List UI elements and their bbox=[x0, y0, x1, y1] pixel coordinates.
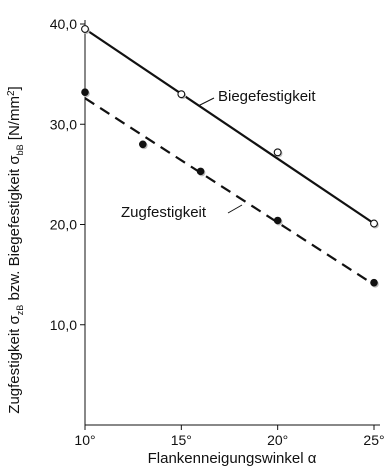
y-axis-title-part4: ] bbox=[6, 86, 23, 90]
trend-lines bbox=[84, 28, 375, 286]
trend-line-biegefestigkeit bbox=[84, 28, 375, 225]
data-point-zugfestigkeit bbox=[196, 167, 205, 176]
y-tick-label: 30,0 bbox=[50, 116, 77, 132]
y-tick-label: 20,0 bbox=[50, 217, 77, 233]
data-point-zugfestigkeit bbox=[370, 278, 378, 287]
ticks: 10,0 20,0 30,0 40,0 10° 15° 20° 25° bbox=[50, 16, 385, 448]
y-tick-label: 10,0 bbox=[50, 317, 77, 333]
data-point-biegefestigkeit bbox=[81, 25, 89, 33]
markers bbox=[81, 25, 379, 288]
labels: Biegefestigkeit Zugfestigkeit Flankennei… bbox=[6, 86, 317, 467]
y-tick-label: 40,0 bbox=[50, 16, 77, 32]
x-tick-label: 15° bbox=[171, 432, 192, 448]
data-point-zugfestigkeit bbox=[81, 88, 89, 96]
x-axis-title: Flankenneigungswinkel α bbox=[148, 450, 317, 467]
data-point-biegefestigkeit bbox=[370, 219, 378, 228]
data-point-biegefestigkeit bbox=[273, 148, 282, 157]
annotation-biegefestigkeit-leader bbox=[197, 97, 215, 107]
y-axis-title-part3: [N/mm bbox=[6, 96, 23, 144]
trend-line-zugfestigkeit bbox=[84, 97, 375, 286]
y-axis-title-subscript-1: zB bbox=[15, 305, 25, 316]
data-point-biegefestigkeit bbox=[177, 90, 186, 99]
y-axis-title-part1: Zugfestigkeit σ bbox=[6, 314, 23, 413]
y-axis-title-superscript: 2 bbox=[6, 90, 17, 96]
axes bbox=[84, 20, 380, 426]
data-point-zugfestigkeit bbox=[273, 216, 282, 225]
annotation-zugfestigkeit: Zugfestigkeit bbox=[121, 204, 207, 221]
data-point-zugfestigkeit bbox=[139, 140, 147, 149]
x-tick-label: 10° bbox=[74, 432, 95, 448]
y-axis-title-subscript-2: bB bbox=[15, 144, 25, 155]
y-axis-title: Zugfestigkeit σzB bzw. Biegefestigkeit σ… bbox=[6, 86, 25, 413]
y-axis-title-part2: bzw. Biegefestigkeit σ bbox=[6, 155, 23, 305]
annotation-biegefestigkeit: Biegefestigkeit bbox=[218, 88, 316, 105]
x-tick-label: 20° bbox=[267, 432, 288, 448]
annotation-zugfestigkeit-leader bbox=[227, 204, 243, 214]
x-tick-label: 25° bbox=[363, 432, 384, 448]
